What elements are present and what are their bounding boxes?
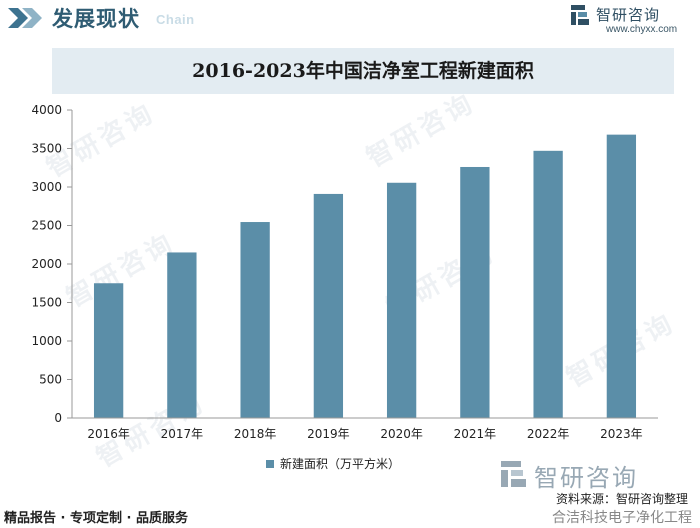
brand-url: www.chyxx.com bbox=[606, 24, 678, 35]
footer-brand-name: 智研咨询 bbox=[534, 464, 638, 492]
bar bbox=[460, 166, 490, 418]
chart-title: 2016-2023年中国洁净室工程新建面积 bbox=[192, 60, 534, 82]
y-tick-label: 500 bbox=[39, 373, 62, 387]
section-subtitle: Chain bbox=[156, 12, 195, 27]
x-tick-label: 2018年 bbox=[234, 427, 277, 441]
y-tick-label: 1500 bbox=[31, 296, 62, 310]
x-axis: 2016年 2017年 2018年 2019年 2020年 2021年 2022年 2023年 bbox=[72, 417, 658, 441]
bar bbox=[313, 193, 344, 418]
y-tick-label: 3500 bbox=[31, 142, 62, 156]
footer-brand: 智研咨询 bbox=[500, 460, 690, 492]
tagline: 精品报告 · 专项定制 · 品质服务 bbox=[4, 511, 188, 526]
section-title: 发展现状 bbox=[52, 7, 140, 31]
y-tick-label: 2500 bbox=[31, 219, 62, 233]
legend: 新建面积（万平方米） bbox=[266, 456, 400, 471]
bar bbox=[606, 134, 637, 418]
credit-watermark: 合洁科技电子净化工程 bbox=[552, 510, 692, 526]
brand-logo-icon bbox=[571, 5, 589, 25]
bottom-bar: 精品报告 · 专项定制 · 品质服务 合洁科技电子净化工程 bbox=[0, 505, 700, 528]
legend-swatch bbox=[266, 460, 274, 468]
x-tick-label: 2017年 bbox=[161, 427, 204, 441]
data-source: 资料来源：智研咨询整理 bbox=[555, 492, 688, 506]
footer-logo-icon bbox=[501, 461, 526, 487]
y-axis: 0 500 1000 1500 2000 2500 3000 3500 4000 bbox=[31, 103, 73, 425]
x-tick-label: 2019年 bbox=[307, 427, 350, 441]
header-chevron-icon bbox=[8, 8, 42, 28]
y-tick-label: 4000 bbox=[31, 103, 62, 117]
header: 发展现状 Chain 智研咨询 www.chyxx.com bbox=[0, 0, 700, 40]
chart-title-bar: 2016-2023年中国洁净室工程新建面积 bbox=[52, 48, 674, 94]
bar bbox=[386, 182, 417, 418]
y-tick-label: 3000 bbox=[31, 180, 62, 194]
bar bbox=[533, 150, 563, 418]
brand-name: 智研咨询 bbox=[596, 6, 661, 24]
x-tick-label: 2023年 bbox=[600, 427, 643, 441]
x-tick-label: 2022年 bbox=[527, 427, 570, 441]
legend-label: 新建面积（万平方米） bbox=[280, 456, 400, 471]
brand: 智研咨询 www.chyxx.com bbox=[570, 4, 690, 38]
y-tick-label: 2000 bbox=[31, 257, 62, 271]
x-tick-label: 2021年 bbox=[454, 427, 497, 441]
bar bbox=[167, 252, 197, 418]
x-tick-label: 2016年 bbox=[87, 427, 130, 441]
bar bbox=[93, 283, 124, 418]
y-tick-label: 1000 bbox=[31, 334, 62, 348]
y-tick-label: 0 bbox=[54, 411, 62, 425]
bars bbox=[93, 134, 637, 418]
x-tick-label: 2020年 bbox=[380, 427, 423, 441]
bar bbox=[240, 222, 270, 418]
